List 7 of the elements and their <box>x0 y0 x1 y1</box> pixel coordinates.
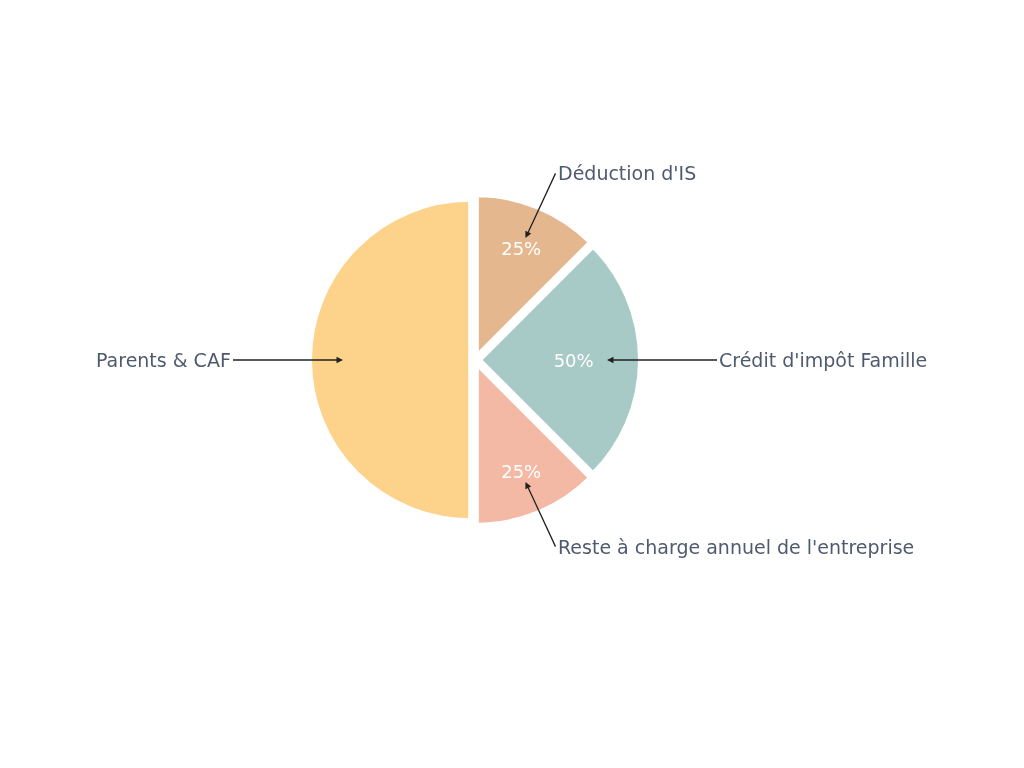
data-label: 25% <box>501 460 542 482</box>
slice-label: Crédit d'impôt Famille <box>719 349 928 371</box>
slice-label: Parents & CAF <box>96 349 231 371</box>
data-label: 50% <box>553 349 594 371</box>
slice-label: Reste à charge annuel de l'entreprise <box>558 536 915 558</box>
slice-label: Déduction d'IS <box>558 162 697 184</box>
data-label: 25% <box>501 238 542 260</box>
